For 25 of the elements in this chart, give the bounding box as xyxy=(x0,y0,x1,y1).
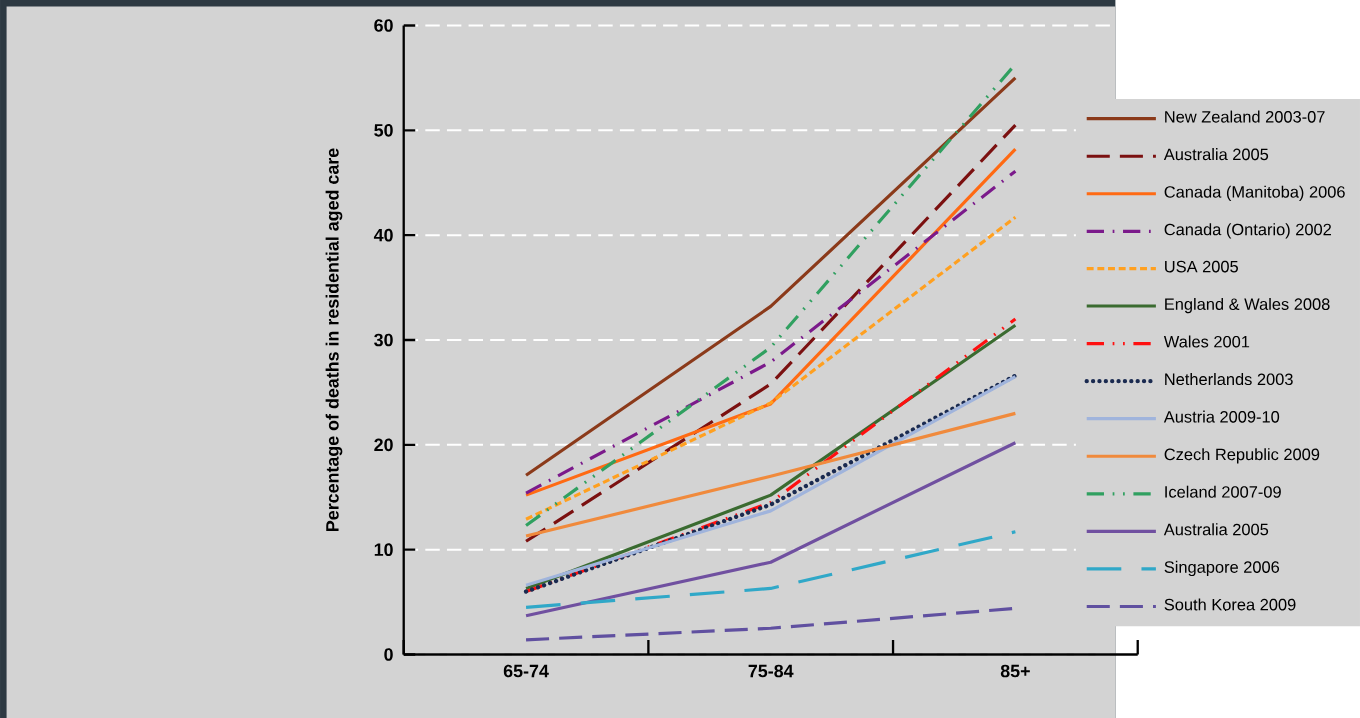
legend-label: New Zealand 2003-07 xyxy=(1165,110,1325,123)
y-tick-label: 0 xyxy=(384,647,393,661)
legend-label: Canada (Ontario) 2002 xyxy=(1164,223,1332,239)
y-tick-label: 50 xyxy=(374,123,393,137)
legend-label: Czech Republic 2009 xyxy=(1164,447,1320,464)
y-tick-label: 40 xyxy=(373,228,393,242)
legend-label: USA 2005 xyxy=(1165,260,1238,273)
y-tick-label: 10 xyxy=(374,543,393,556)
legend-label: Netherlands 2003 xyxy=(1165,372,1293,385)
y-tick-label: 20 xyxy=(374,438,393,451)
y-axis-title: Percentage of deaths in residential aged care xyxy=(325,148,343,531)
legend-label: Iceland 2007-09 xyxy=(1165,485,1281,498)
x-tick-label: 65-74 xyxy=(503,664,549,678)
legend-label: Australia 2005 xyxy=(1163,523,1269,536)
legend-label: Austria 2009-10 xyxy=(1163,410,1280,423)
legend-label: Australia 2005 xyxy=(1163,147,1269,160)
x-tick-label: 85+ xyxy=(1000,664,1030,678)
y-tick-label: 30 xyxy=(374,333,393,347)
legend-label: Wales 2001 xyxy=(1163,335,1250,348)
legend-label: England & Wales 2008 xyxy=(1165,297,1330,313)
y-tick-label: 60 xyxy=(374,18,393,32)
legend-label: South Korea 2009 xyxy=(1164,598,1296,611)
legend-label: Singapore 2006 xyxy=(1164,560,1280,576)
legend-label: Canada (Manitoba) 2006 xyxy=(1164,185,1345,201)
x-tick-label: 75-84 xyxy=(748,664,794,678)
